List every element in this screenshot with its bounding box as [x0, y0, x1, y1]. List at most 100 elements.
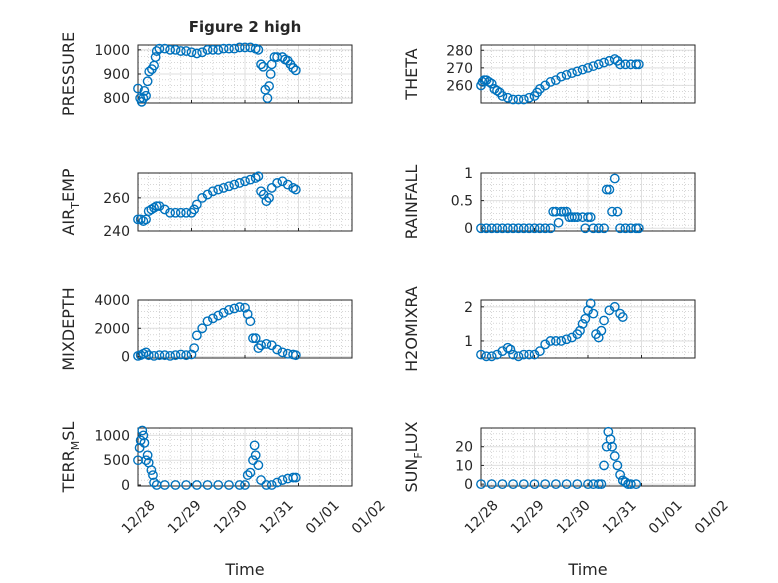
data-point	[186, 349, 197, 360]
data-point	[502, 223, 513, 234]
data-point	[202, 44, 213, 55]
data-point	[143, 350, 154, 361]
y-tick-label: 900	[103, 67, 130, 83]
data-point	[529, 223, 540, 234]
data-point	[202, 316, 213, 327]
y-tick-label: 20	[455, 440, 473, 456]
data-point	[138, 93, 149, 104]
data-point	[497, 223, 508, 234]
data-point	[612, 206, 623, 217]
data-point	[620, 223, 631, 234]
data-point	[567, 212, 577, 223]
data-point	[601, 441, 612, 452]
data-point	[481, 351, 492, 362]
data-series	[133, 171, 301, 226]
y-tick-label: 500	[103, 453, 130, 469]
y-tick-label: 0	[121, 350, 130, 366]
y-tick-label: 270	[446, 61, 473, 77]
y-axis-label-subscript: F	[412, 452, 425, 458]
data-point	[596, 325, 607, 336]
data-point	[609, 301, 620, 312]
data-point	[242, 470, 253, 480]
subplot-1: 800 900 1000 PRESSURE Figure 2 high	[59, 18, 353, 116]
data-point	[599, 223, 609, 234]
data-point	[290, 184, 301, 195]
data-point	[249, 440, 260, 451]
data-point	[159, 43, 170, 54]
data-point	[197, 47, 208, 58]
data-point	[508, 479, 518, 490]
data-point	[631, 479, 642, 490]
data-series	[476, 173, 644, 234]
data-point	[245, 316, 256, 327]
data-point	[572, 479, 583, 490]
data-point	[202, 189, 213, 200]
data-point	[572, 212, 583, 223]
data-series	[133, 425, 301, 490]
data-point	[165, 350, 176, 361]
data-point	[151, 201, 162, 212]
y-tick-label: 2000	[94, 321, 130, 337]
data-point	[556, 336, 567, 346]
data-point	[601, 184, 612, 195]
data-point	[513, 351, 524, 362]
data-point	[261, 338, 272, 349]
y-tick-label: 260	[103, 191, 130, 207]
data-point	[620, 59, 631, 70]
data-point	[229, 303, 240, 314]
data-point	[224, 181, 234, 192]
data-point	[290, 472, 301, 483]
data-point	[481, 223, 492, 234]
y-tick-label: 260	[446, 78, 473, 94]
data-point	[165, 207, 176, 218]
x-axis-label: Time	[567, 560, 607, 579]
y-axis-label-main: MIXDEPTH	[59, 287, 78, 370]
data-point	[250, 173, 261, 183]
data-point	[497, 91, 508, 101]
data-point	[142, 76, 153, 87]
data-point	[607, 441, 617, 452]
data-point	[583, 479, 593, 490]
data-point	[135, 214, 146, 225]
data-point	[476, 349, 486, 360]
data-point	[181, 46, 192, 56]
data-point	[197, 192, 208, 203]
data-point	[508, 94, 518, 105]
data-point	[250, 333, 261, 344]
data-point	[583, 212, 593, 223]
data-point	[264, 192, 274, 203]
data-point	[139, 86, 150, 96]
data-point	[138, 216, 149, 226]
data-point	[272, 477, 282, 488]
data-point	[202, 480, 213, 490]
data-point	[290, 65, 301, 76]
data-point	[137, 425, 148, 436]
data-point	[609, 173, 620, 184]
data-point	[149, 350, 159, 361]
data-point	[545, 223, 556, 234]
data-series	[476, 54, 644, 105]
data-point	[229, 179, 240, 190]
y-tick-label: 1	[464, 334, 473, 350]
subplot-3: 240 260 AIRTEMP	[59, 168, 353, 240]
data-point	[290, 350, 301, 361]
data-point	[234, 480, 245, 490]
data-point	[240, 302, 250, 313]
data-point	[585, 212, 596, 223]
data-point	[556, 71, 567, 82]
data-point	[534, 346, 545, 357]
data-point	[224, 43, 234, 54]
data-point	[633, 59, 644, 70]
data-point	[170, 44, 181, 55]
data-point	[272, 344, 282, 355]
data-point	[256, 59, 266, 70]
data-point	[518, 349, 529, 360]
data-point	[604, 184, 615, 195]
data-point	[248, 333, 258, 344]
data-point	[502, 342, 513, 353]
data-point	[138, 430, 149, 441]
data-point	[534, 223, 545, 234]
data-point	[625, 479, 636, 490]
data-point	[588, 308, 599, 319]
data-point	[181, 207, 192, 218]
